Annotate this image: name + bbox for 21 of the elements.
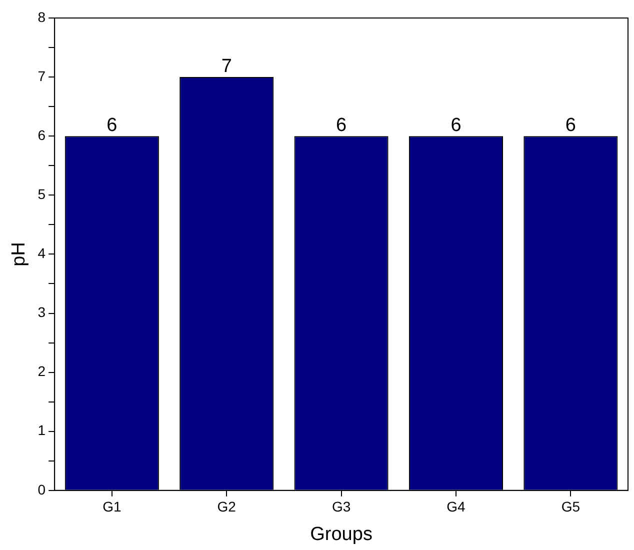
y-tick-label: 2 <box>38 363 46 380</box>
y-axis-title: pH <box>8 242 30 266</box>
data-label: 6 <box>106 114 118 136</box>
x-tick-label: G4 <box>446 498 466 515</box>
y-tick-label: 3 <box>38 304 46 320</box>
data-label: 7 <box>221 56 232 77</box>
y-tick-label: 8 <box>38 8 46 25</box>
data-label: 6 <box>336 114 347 136</box>
x-tick-label: G2 <box>217 498 236 515</box>
data-label: 6 <box>565 114 576 136</box>
y-tick-label: 6 <box>38 126 46 143</box>
y-tick-label: 1 <box>38 422 46 438</box>
x-tick-label: G3 <box>332 498 351 515</box>
y-tick-label: 0 <box>38 481 46 498</box>
x-tick-label: G5 <box>561 498 580 515</box>
y-tick-label: 7 <box>38 68 46 84</box>
y-tick-label: 5 <box>38 186 46 202</box>
x-tick-label: G1 <box>102 498 122 515</box>
x-axis-title: Groups <box>310 524 372 545</box>
data-label: 6 <box>450 114 462 136</box>
y-tick-label: 4 <box>38 245 46 262</box>
